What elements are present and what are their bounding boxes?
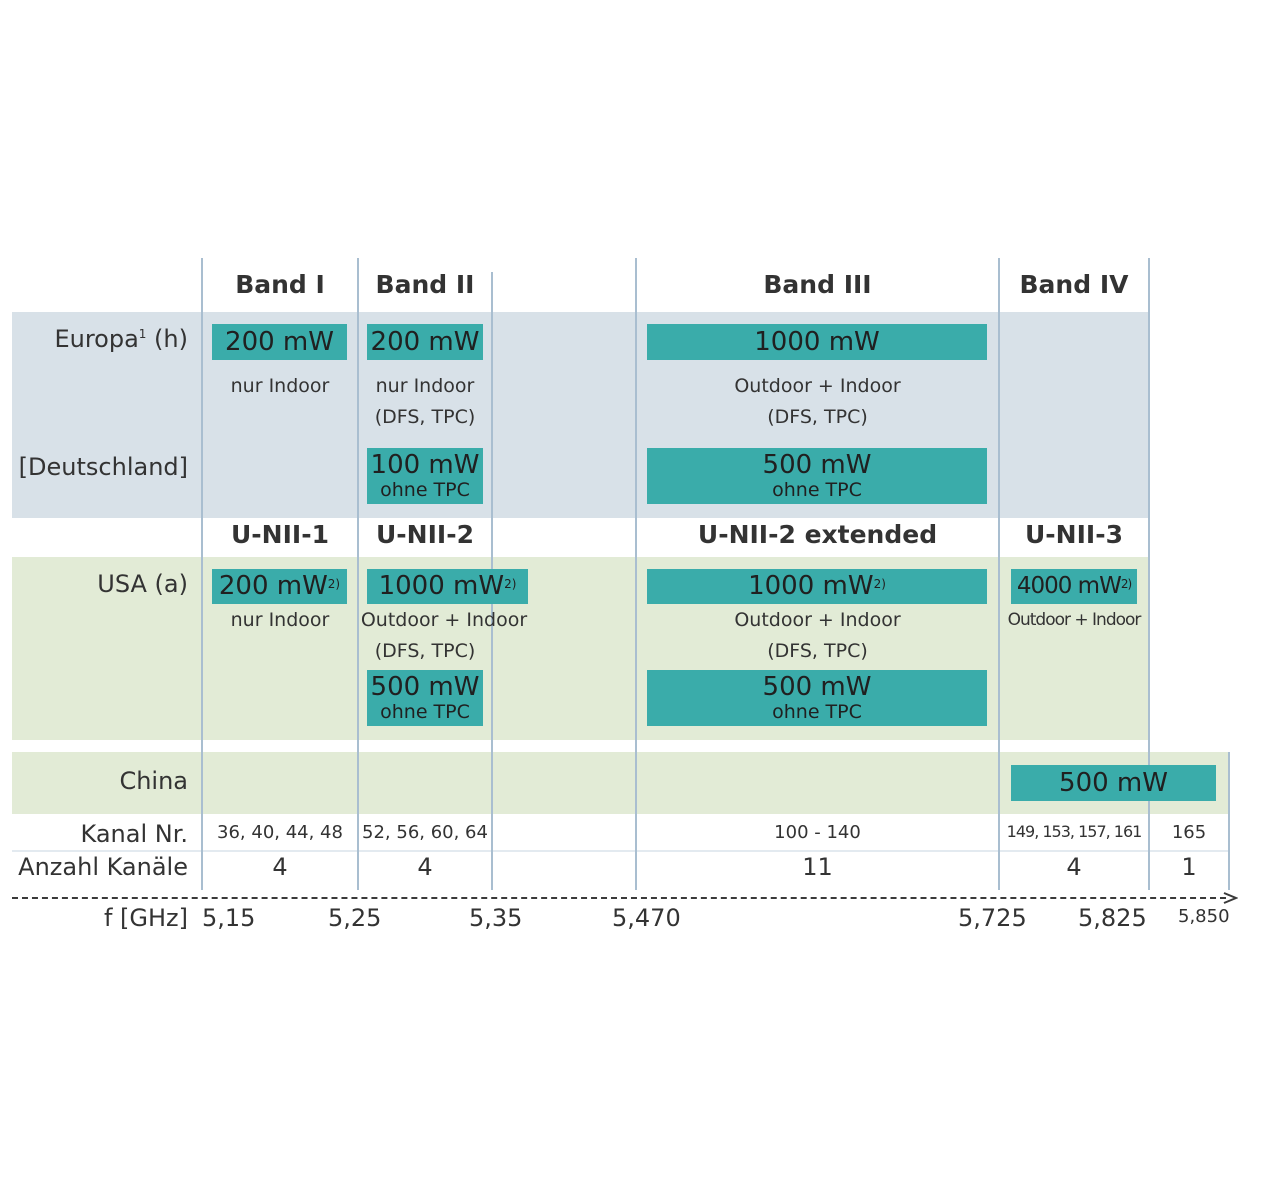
- usa-band3-power: 1000 mW2): [647, 569, 987, 604]
- tick-5-725: 5,725: [958, 904, 1027, 932]
- count-band4: 4: [1066, 853, 1082, 881]
- usa-band4-note: Outdoor + Indoor: [1007, 610, 1142, 630]
- frequency-axis: [12, 897, 1226, 899]
- band-iv-header: Band IV: [1019, 270, 1129, 299]
- europe-band2-power: 200 mW: [367, 324, 483, 360]
- europe-band1-note: nur Indoor: [230, 375, 330, 397]
- europe-band3-note: Outdoor + Indoor: [734, 375, 901, 397]
- deutschland-band2-power: 100 mW ohne TPC: [367, 448, 483, 504]
- europe-band2-note: nur Indoor: [375, 375, 475, 397]
- europe-band1-power: 200 mW: [212, 324, 347, 360]
- usa-band3-low-power: 500 mW ohne TPC: [647, 670, 987, 726]
- usa-band2-power: 1000 mW2): [367, 569, 528, 604]
- unii-2-extended-header: U-NII-2 extended: [697, 520, 938, 549]
- usa-band3-dfs: (DFS, TPC): [767, 640, 868, 662]
- usa-band2-low-power: 500 mW ohne TPC: [367, 670, 483, 726]
- europe-band3-dfs: (DFS, TPC): [767, 406, 868, 428]
- usa-band2-note: Outdoor + Indoor: [360, 609, 528, 631]
- kanal-label: Kanal Nr.: [80, 820, 188, 848]
- unii-1-header: U-NII-1: [231, 520, 329, 549]
- unii-3-header: U-NII-3: [1025, 520, 1123, 549]
- boundary-5-850: [1228, 752, 1230, 890]
- usa-band1-power: 200 mW2): [212, 569, 347, 604]
- band-i-header: Band I: [235, 270, 325, 299]
- deutschland-band3-power: 500 mW ohne TPC: [647, 448, 987, 504]
- boundary-5-15: [201, 258, 203, 890]
- tick-5-850: 5,850: [1178, 906, 1230, 927]
- frequency-axis-label: f [GHz]: [103, 904, 188, 932]
- row-separator: [12, 850, 1230, 852]
- count-band1: 4: [272, 853, 288, 881]
- usa-band1-note: nur Indoor: [230, 609, 330, 631]
- tick-5-15: 5,15: [202, 904, 256, 932]
- channels-band3: 100 - 140: [774, 822, 861, 843]
- channels-band2: 52, 56, 60, 64: [362, 822, 488, 843]
- usa-band2-dfs: (DFS, TPC): [374, 640, 476, 662]
- usa-band4-power: 4000 mW2): [1011, 569, 1137, 604]
- unii-2-header: U-NII-2: [376, 520, 474, 549]
- usa-label: USA (a): [97, 570, 188, 598]
- band-ii-header: Band II: [375, 270, 475, 299]
- channels-band4: 149, 153, 157, 161: [1006, 822, 1143, 841]
- europe-band2-dfs: (DFS, TPC): [374, 406, 476, 428]
- tick-5-35: 5,35: [469, 904, 523, 932]
- deutschland-label: [Deutschland]: [18, 453, 188, 481]
- europa-label: Europa1 (h): [54, 325, 188, 353]
- tick-5-470: 5,470: [612, 904, 681, 932]
- axis-arrow-icon: [1223, 892, 1238, 904]
- channels-band1: 36, 40, 44, 48: [217, 822, 343, 843]
- count-band2: 4: [417, 853, 433, 881]
- count-band3: 11: [802, 853, 833, 881]
- china-label: China: [119, 767, 188, 795]
- channels-165: 165: [1171, 822, 1207, 843]
- count-165: 1: [1181, 853, 1197, 881]
- boundary-5-470: [635, 258, 637, 890]
- china-band4-power: 500 mW: [1011, 765, 1216, 801]
- boundary-5-25: [357, 258, 359, 890]
- anzahl-label: Anzahl Kanäle: [18, 853, 188, 881]
- europe-band3-power: 1000 mW: [647, 324, 987, 360]
- tick-5-825: 5,825: [1078, 904, 1147, 932]
- tick-5-25: 5,25: [328, 904, 382, 932]
- boundary-5-725: [998, 258, 1000, 890]
- boundary-5-825: [1148, 258, 1150, 890]
- usa-band3-note: Outdoor + Indoor: [734, 609, 901, 631]
- band-iii-header: Band III: [763, 270, 872, 299]
